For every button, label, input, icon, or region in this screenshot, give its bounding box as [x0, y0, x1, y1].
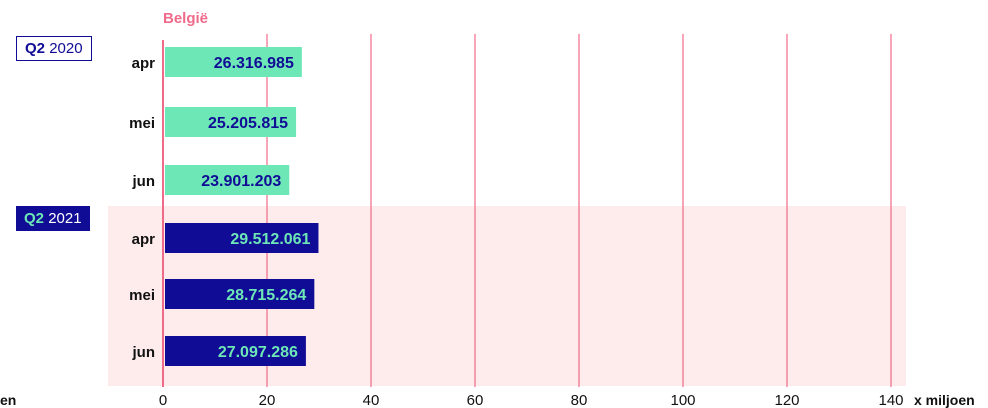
x-tick-label-60: 60: [467, 392, 484, 408]
bar-value-2020-jun: 23.901.203: [201, 173, 281, 190]
x-tick-labels: 0 20 40 60 80 100 120 140: [159, 392, 904, 408]
bar-2020-mei: [165, 107, 297, 137]
x-tick-label-0: 0: [159, 392, 167, 408]
bar-value-2021-apr: 29.512.061: [230, 231, 310, 248]
bars: 26.316.985 25.205.815 23.901.203 29.512.061…: [165, 47, 319, 366]
bar-2021-apr: [165, 223, 319, 253]
group-label-q2-2021: Q2 2021: [16, 206, 90, 231]
x-axis-label: x miljoen: [914, 392, 975, 408]
x-tick-label-40: 40: [363, 392, 380, 408]
group-quarter-2021: Q2: [24, 210, 45, 227]
x-tick-label-80: 80: [571, 392, 588, 408]
chart-title: België: [163, 10, 208, 27]
category-label-2020-apr: apr: [132, 55, 156, 72]
x-axis-label-fragment-left: en: [0, 392, 16, 408]
group-quarter-2020: Q2: [25, 40, 46, 57]
x-tick-label-100: 100: [670, 392, 695, 408]
bar-value-2021-jun: 27.097.286: [218, 344, 298, 361]
category-label-2021-jun: jun: [132, 344, 156, 361]
bar-value-2021-mei: 28.715.264: [226, 287, 306, 304]
gridlines: [162, 34, 892, 387]
x-tick-label-140: 140: [878, 392, 903, 408]
bar-value-2020-apr: 26.316.985: [214, 55, 294, 72]
group-year-2021: 2021: [48, 210, 82, 227]
x-tick-label-20: 20: [259, 392, 276, 408]
category-label-2021-apr: apr: [132, 231, 156, 248]
bar-value-2020-mei: 25.205.815: [208, 115, 288, 132]
group-year-2020: 2020: [49, 40, 83, 57]
category-labels: apr mei jun apr mei jun: [129, 55, 155, 361]
x-tick-label-120: 120: [774, 392, 799, 408]
bar-2021-mei: [165, 279, 315, 309]
bar-2020-jun: [165, 165, 290, 195]
group-label-q2-2020: Q2 2020: [16, 36, 92, 61]
category-label-2021-mei: mei: [129, 287, 155, 304]
bar-2020-apr: [165, 47, 302, 77]
category-label-2020-jun: jun: [132, 173, 156, 190]
category-label-2020-mei: mei: [129, 115, 155, 132]
bar-2021-jun: [165, 336, 306, 366]
